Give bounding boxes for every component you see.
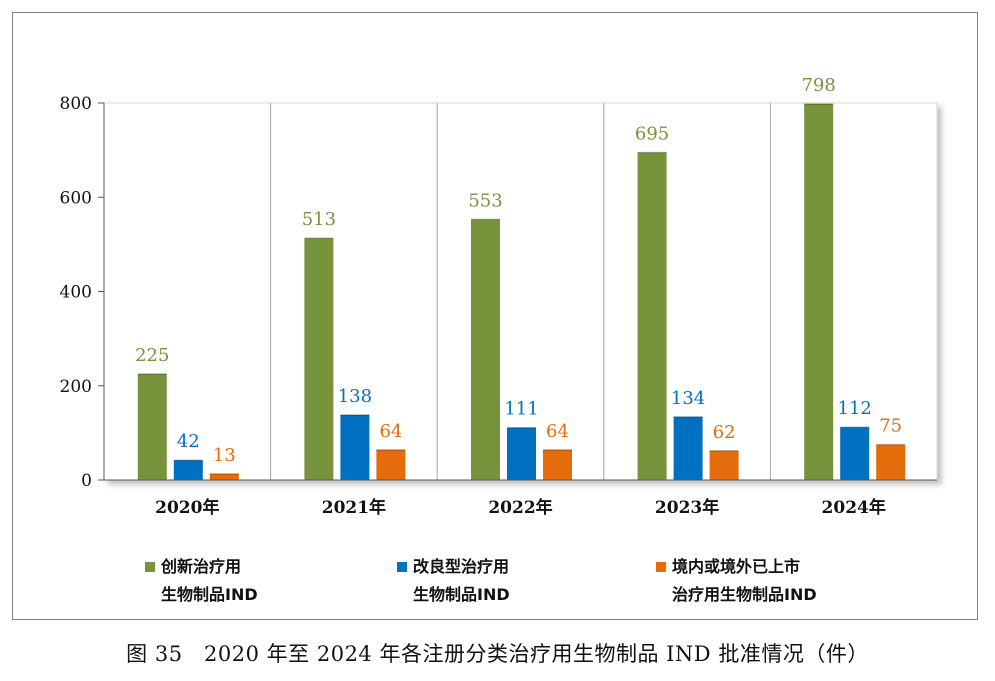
data-label-improved: 42: [177, 431, 200, 452]
legend-item-innovative: 创新治疗用 生物制品IND: [145, 553, 365, 609]
data-label-marketed: 13: [213, 445, 236, 466]
bar-innovative: [137, 373, 167, 480]
bar-marketed: [376, 449, 406, 480]
bar-improved: [673, 416, 703, 480]
legend-label-innovative-line2: 生物制品IND: [161, 585, 258, 604]
legend-label-improved-line1: 改良型治疗用: [413, 557, 510, 576]
figure-caption: 图 35 2020 年至 2024 年各注册分类治疗用生物制品 IND 批准情况…: [126, 642, 869, 666]
plot-area: [103, 102, 938, 481]
y-tick-label: 400: [60, 283, 92, 303]
data-label-improved: 134: [671, 388, 705, 409]
data-label-innovative: 695: [635, 123, 669, 144]
data-label-innovative: 225: [135, 345, 169, 366]
x-tick-label: 2024年: [822, 497, 886, 518]
data-label-innovative: 553: [468, 190, 502, 211]
bar-innovative: [637, 152, 667, 480]
y-tick-label: 0: [81, 471, 92, 491]
legend-item-improved: 改良型治疗用 生物制品IND: [397, 553, 627, 609]
y-tick-label: 200: [60, 377, 92, 397]
bar-improved: [840, 427, 870, 480]
bar-marketed: [209, 473, 239, 480]
x-tick-label: 2023年: [655, 497, 719, 518]
data-label-improved: 111: [504, 399, 538, 420]
bar-innovative: [304, 238, 334, 480]
data-label-innovative: 513: [302, 209, 336, 230]
y-tick-label: 800: [60, 94, 92, 114]
bar-marketed: [876, 444, 906, 480]
bar-improved: [340, 414, 370, 480]
legend-label-innovative-line1: 创新治疗用: [161, 557, 242, 576]
data-label-marketed: 75: [879, 416, 902, 437]
bar-innovative: [804, 103, 834, 480]
data-label-marketed: 64: [546, 421, 569, 442]
x-tick-label: 2022年: [488, 497, 552, 518]
data-label-innovative: 798: [802, 75, 836, 96]
legend-label-marketed-line2: 治疗用生物制品IND: [672, 585, 817, 604]
data-label-improved: 138: [338, 386, 372, 407]
x-tick-label: 2020年: [155, 497, 219, 518]
bar-improved: [173, 460, 203, 480]
legend-item-marketed: 境内或境外已上市 治疗用生物制品IND: [656, 553, 916, 609]
legend-swatch-improved: [397, 562, 407, 572]
data-label-marketed: 64: [379, 421, 402, 442]
bar-marketed: [709, 450, 739, 480]
legend-swatch-marketed: [656, 562, 666, 572]
legend-label-marketed-line1: 境内或境外已上市: [672, 557, 801, 576]
bar-innovative: [471, 219, 500, 480]
bar-improved: [507, 427, 536, 480]
legend-swatch-innovative: [145, 562, 155, 572]
x-tick-label: 2021年: [322, 497, 386, 518]
y-tick-label: 600: [60, 188, 92, 208]
bar-marketed: [543, 449, 572, 480]
data-label-improved: 112: [838, 398, 872, 419]
data-label-marketed: 62: [713, 422, 736, 443]
legend-label-improved-line2: 生物制品IND: [413, 585, 510, 604]
